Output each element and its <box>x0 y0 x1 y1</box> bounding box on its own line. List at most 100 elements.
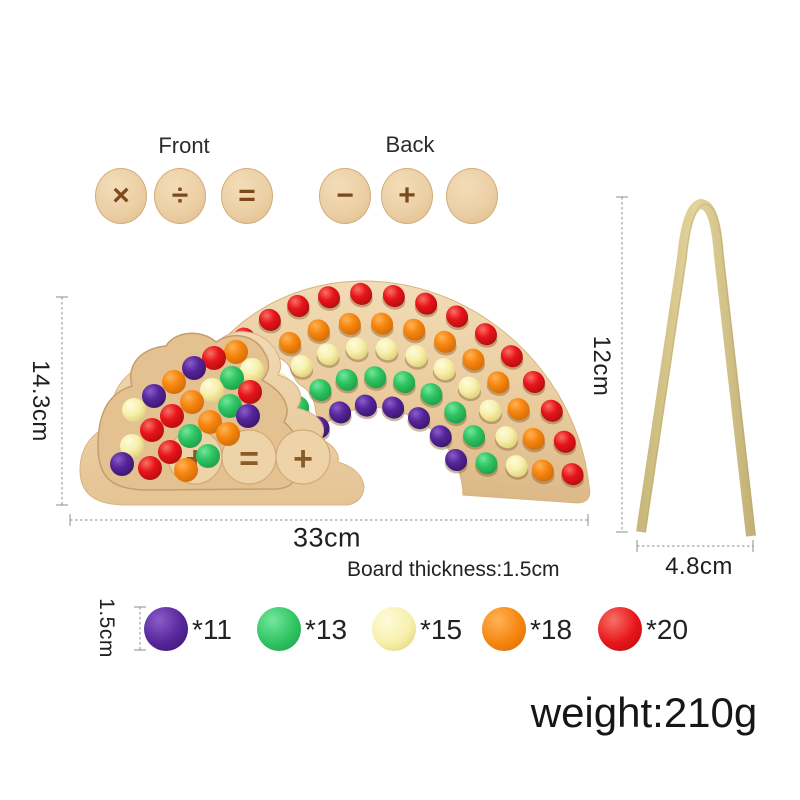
pom-ball-yellow <box>122 398 146 422</box>
front-disc-1: × <box>95 168 147 224</box>
pom-ball-purple <box>354 394 377 417</box>
board-thickness-value: 1.5cm <box>502 558 560 581</box>
pom-ball-orange <box>403 318 426 341</box>
pom-ball-red <box>140 418 164 442</box>
pom-ball-green <box>463 425 486 448</box>
dim-board-height: 14.3cm <box>27 360 54 442</box>
pom-ball-red <box>540 399 563 422</box>
pom-ball-orange <box>180 390 204 414</box>
pom-ball-purple <box>445 448 468 472</box>
legend-count-orange: *18 <box>530 614 573 645</box>
pom-ball-red <box>160 404 184 428</box>
pom-ball-purple <box>236 404 260 428</box>
pom-ball-orange <box>487 371 510 394</box>
pom-ball-green <box>196 444 220 468</box>
pom-ball-purple <box>408 407 431 430</box>
pom-ball-green <box>218 394 242 418</box>
pom-ball-red <box>474 323 497 346</box>
pom-ball-red <box>500 345 523 368</box>
legend-count-red: *20 <box>646 614 689 645</box>
svg-text:=: = <box>239 440 259 478</box>
pom-ball-green <box>335 368 358 391</box>
pom-ball-red <box>138 456 162 480</box>
pom-ball-red <box>258 308 281 331</box>
pom-ball-yellow <box>458 376 481 399</box>
pom-ball-yellow <box>479 399 502 422</box>
pom-ball-orange <box>279 331 302 354</box>
pom-ball-green <box>178 424 202 448</box>
pom-ball-purple <box>142 384 166 408</box>
pom-ball-yellow <box>200 378 224 402</box>
legend-ball-yellow <box>372 607 416 651</box>
dim-board-width: 33cm <box>292 522 362 553</box>
pom-ball-red <box>522 370 545 394</box>
pom-ball-red <box>158 440 182 464</box>
legend-count-green: *13 <box>305 614 348 645</box>
dim-ball-size: 1.5cm <box>95 598 118 658</box>
pom-ball-yellow <box>405 345 428 368</box>
pom-ball-yellow <box>495 426 518 449</box>
legend-ball-purple <box>144 607 188 651</box>
pom-ball-orange <box>522 427 545 450</box>
pom-ball-purple <box>329 401 352 424</box>
pom-ball-orange <box>162 370 186 394</box>
pom-ball-yellow <box>317 343 340 366</box>
pom-ball-green <box>393 371 416 394</box>
pom-ball-yellow <box>505 455 528 478</box>
pom-ball-red <box>553 430 576 453</box>
svg-text:+: + <box>293 440 313 478</box>
pom-ball-purple <box>182 356 206 380</box>
pom-ball-red <box>382 285 405 308</box>
pom-ball-orange <box>338 312 361 335</box>
weight-text: weight:210g <box>530 689 758 736</box>
back-label: Back <box>385 132 435 157</box>
pom-ball-red <box>446 305 469 328</box>
wooden-tweezers <box>636 198 756 537</box>
pom-ball-orange <box>507 398 530 421</box>
pom-ball-green <box>420 383 443 406</box>
legend-ball-red <box>598 607 642 651</box>
pom-ball-red <box>561 463 584 486</box>
front-disc-2: ÷ <box>154 168 206 224</box>
pom-ball-yellow <box>375 338 398 361</box>
legend-ball-green <box>257 607 301 651</box>
pom-ball-orange <box>531 459 554 482</box>
pom-ball-yellow <box>433 358 456 381</box>
pom-ball-green <box>444 401 467 424</box>
scattered-beads-pile <box>110 340 264 482</box>
dimension-lines <box>56 196 754 651</box>
pom-ball-green <box>364 366 387 389</box>
legend-count-yellow: *15 <box>420 614 463 645</box>
pom-ball-orange <box>371 312 394 335</box>
pom-ball-red <box>287 294 310 318</box>
board-thickness-note: Board thickness:1.5cm <box>347 558 559 582</box>
dim-tweezers-width: 4.8cm <box>665 553 733 580</box>
pom-ball-orange <box>434 330 457 353</box>
pom-ball-orange <box>198 410 222 434</box>
legend-ball-orange <box>482 607 526 651</box>
cloud-tray: + = + <box>79 331 365 506</box>
rainbow-arch-board <box>216 280 591 504</box>
pom-ball-orange <box>216 422 240 446</box>
back-disc-1: − <box>319 168 371 224</box>
pom-ball-red <box>202 346 226 370</box>
pom-ball-green <box>475 452 498 475</box>
pom-ball-orange <box>224 340 248 364</box>
pom-ball-green <box>309 378 332 402</box>
pom-ball-yellow <box>120 434 144 458</box>
pom-ball-yellow <box>240 358 264 382</box>
pom-ball-orange <box>174 458 198 482</box>
back-disc-2: + <box>381 168 433 224</box>
board-thickness-label: Board thickness: <box>347 558 503 581</box>
bead-rows <box>233 282 585 488</box>
pom-ball-yellow <box>345 337 368 360</box>
pom-ball-orange <box>307 319 330 342</box>
pom-ball-red <box>318 286 341 309</box>
dim-tweezers-height: 12cm <box>588 335 615 397</box>
pom-ball-red <box>238 380 262 404</box>
pom-ball-purple <box>110 452 134 476</box>
pom-ball-yellow <box>290 355 313 378</box>
back-disc-3 <box>446 168 498 224</box>
